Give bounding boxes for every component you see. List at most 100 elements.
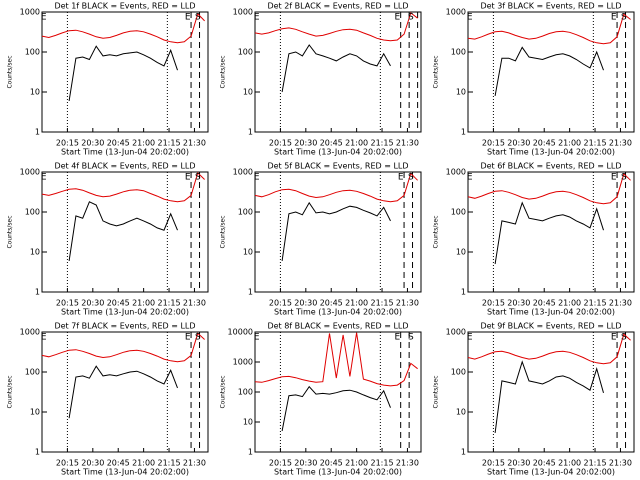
x-tick-label: 20:15 (56, 299, 79, 308)
x-tick-label: 20:15 (482, 299, 505, 308)
series-line (41, 171, 205, 203)
x-tick-label: 21:00 (558, 139, 581, 148)
annotation: E (611, 333, 617, 343)
x-tick-label: 20:30 (294, 299, 317, 308)
y-axis-label: Counts/sec (220, 55, 227, 88)
x-tick-label: 20:30 (294, 139, 317, 148)
chart-title: Det 6f BLACK = Events, RED = LLD (480, 162, 621, 171)
x-tick-label: 21:30 (396, 459, 419, 468)
x-tick-label: 21:30 (396, 299, 419, 308)
annotation: E (467, 173, 473, 183)
annotation: S (621, 173, 627, 183)
y-tick-label: 10 (30, 408, 40, 417)
x-tick-label: 20:45 (107, 299, 130, 308)
series-line (494, 360, 604, 433)
annotation: S (195, 13, 201, 23)
x-tick-label: 20:30 (507, 139, 530, 148)
series-line (281, 201, 391, 261)
annotation: S (408, 13, 414, 23)
x-tick-label: 20:15 (56, 139, 79, 148)
x-axis-label: Start Time (13-Jun-04 20:02:00) (61, 148, 189, 157)
annotation: E (185, 13, 191, 23)
x-axis-label: Start Time (13-Jun-04 20:02:00) (274, 468, 402, 477)
annotation: E (467, 13, 473, 23)
series-line (254, 12, 418, 42)
y-tick-label: 1000 (446, 328, 466, 337)
series-line (467, 333, 631, 365)
x-tick-label: 20:45 (107, 459, 130, 468)
series-line (68, 365, 178, 419)
plot-frame (254, 11, 422, 133)
x-tick-label: 21:30 (183, 459, 206, 468)
y-tick-label: 100 (451, 48, 466, 57)
series-line (494, 46, 604, 96)
series-line (467, 13, 631, 45)
x-tick-label: 21:00 (132, 459, 155, 468)
annotation: E (41, 173, 47, 183)
y-tick-label: 1000 (20, 328, 40, 337)
y-tick-label: 1 (461, 448, 466, 457)
x-tick-label: 20:30 (81, 139, 104, 148)
x-axis-label: Start Time (13-Jun-04 20:02:00) (61, 308, 189, 317)
x-tick-label: 21:30 (183, 299, 206, 308)
x-tick-label: 21:30 (609, 139, 632, 148)
x-tick-label: 20:45 (533, 299, 556, 308)
x-tick-label: 20:45 (107, 139, 130, 148)
annotation: E (41, 13, 47, 23)
x-tick-label: 21:00 (345, 459, 368, 468)
x-tick-label: 20:45 (320, 139, 343, 148)
y-tick-label: 10 (243, 88, 253, 97)
y-tick-label: 10 (243, 418, 253, 427)
plot-frame (254, 171, 422, 293)
series-line (281, 44, 391, 93)
y-tick-label: 10 (30, 88, 40, 97)
x-tick-label: 20:45 (533, 139, 556, 148)
chart-title: Det 3f BLACK = Events, RED = LLD (480, 2, 621, 11)
plot-frame (41, 171, 209, 293)
chart-title: Det 7f BLACK = Events, RED = LLD (54, 322, 195, 331)
y-tick-label: 1000 (233, 168, 253, 177)
y-tick-label: 1 (248, 448, 253, 457)
y-tick-label: 1000 (233, 358, 253, 367)
x-tick-label: 21:15 (158, 459, 181, 468)
y-tick-label: 1000 (20, 8, 40, 17)
annotation: E (398, 173, 404, 183)
x-tick-label: 21:15 (371, 139, 394, 148)
x-tick-label: 21:15 (584, 459, 607, 468)
chart-title: Det 1f BLACK = Events, RED = LLD (54, 2, 195, 11)
annotation: S (621, 13, 627, 23)
x-tick-label: 21:30 (609, 459, 632, 468)
y-tick-label: 100 (238, 388, 253, 397)
x-tick-label: 21:15 (584, 139, 607, 148)
x-tick-label: 21:30 (396, 139, 419, 148)
y-axis-label: Counts/sec (433, 215, 440, 248)
y-tick-label: 1000 (446, 168, 466, 177)
annotation: E (254, 173, 260, 183)
x-tick-label: 21:15 (371, 459, 394, 468)
y-tick-label: 1 (461, 128, 466, 137)
x-tick-label: 21:00 (132, 299, 155, 308)
y-tick-label: 10 (456, 248, 466, 257)
chart-title: Det 9f BLACK = Events, RED = LLD (480, 322, 621, 331)
x-tick-label: 20:30 (81, 299, 104, 308)
y-tick-label: 100 (238, 208, 253, 217)
y-tick-label: 1 (461, 288, 466, 297)
x-tick-label: 20:30 (294, 459, 317, 468)
x-tick-label: 21:00 (132, 139, 155, 148)
y-tick-label: 1000 (20, 168, 40, 177)
annotation: E (254, 333, 260, 343)
x-tick-label: 21:15 (371, 299, 394, 308)
series-line (41, 332, 205, 363)
x-axis-label: Start Time (13-Jun-04 20:02:00) (487, 468, 615, 477)
x-tick-label: 20:30 (81, 459, 104, 468)
annotation: E (254, 13, 260, 23)
y-tick-label: 1 (35, 288, 40, 297)
y-tick-label: 10 (243, 248, 253, 257)
x-axis-label: Start Time (13-Jun-04 20:02:00) (487, 308, 615, 317)
x-axis-label: Start Time (13-Jun-04 20:02:00) (274, 308, 402, 317)
annotation: S (621, 333, 627, 343)
y-tick-label: 1 (248, 288, 253, 297)
y-tick-label: 10 (30, 248, 40, 257)
y-tick-label: 100 (451, 368, 466, 377)
y-axis-label: Counts/sec (220, 215, 227, 248)
